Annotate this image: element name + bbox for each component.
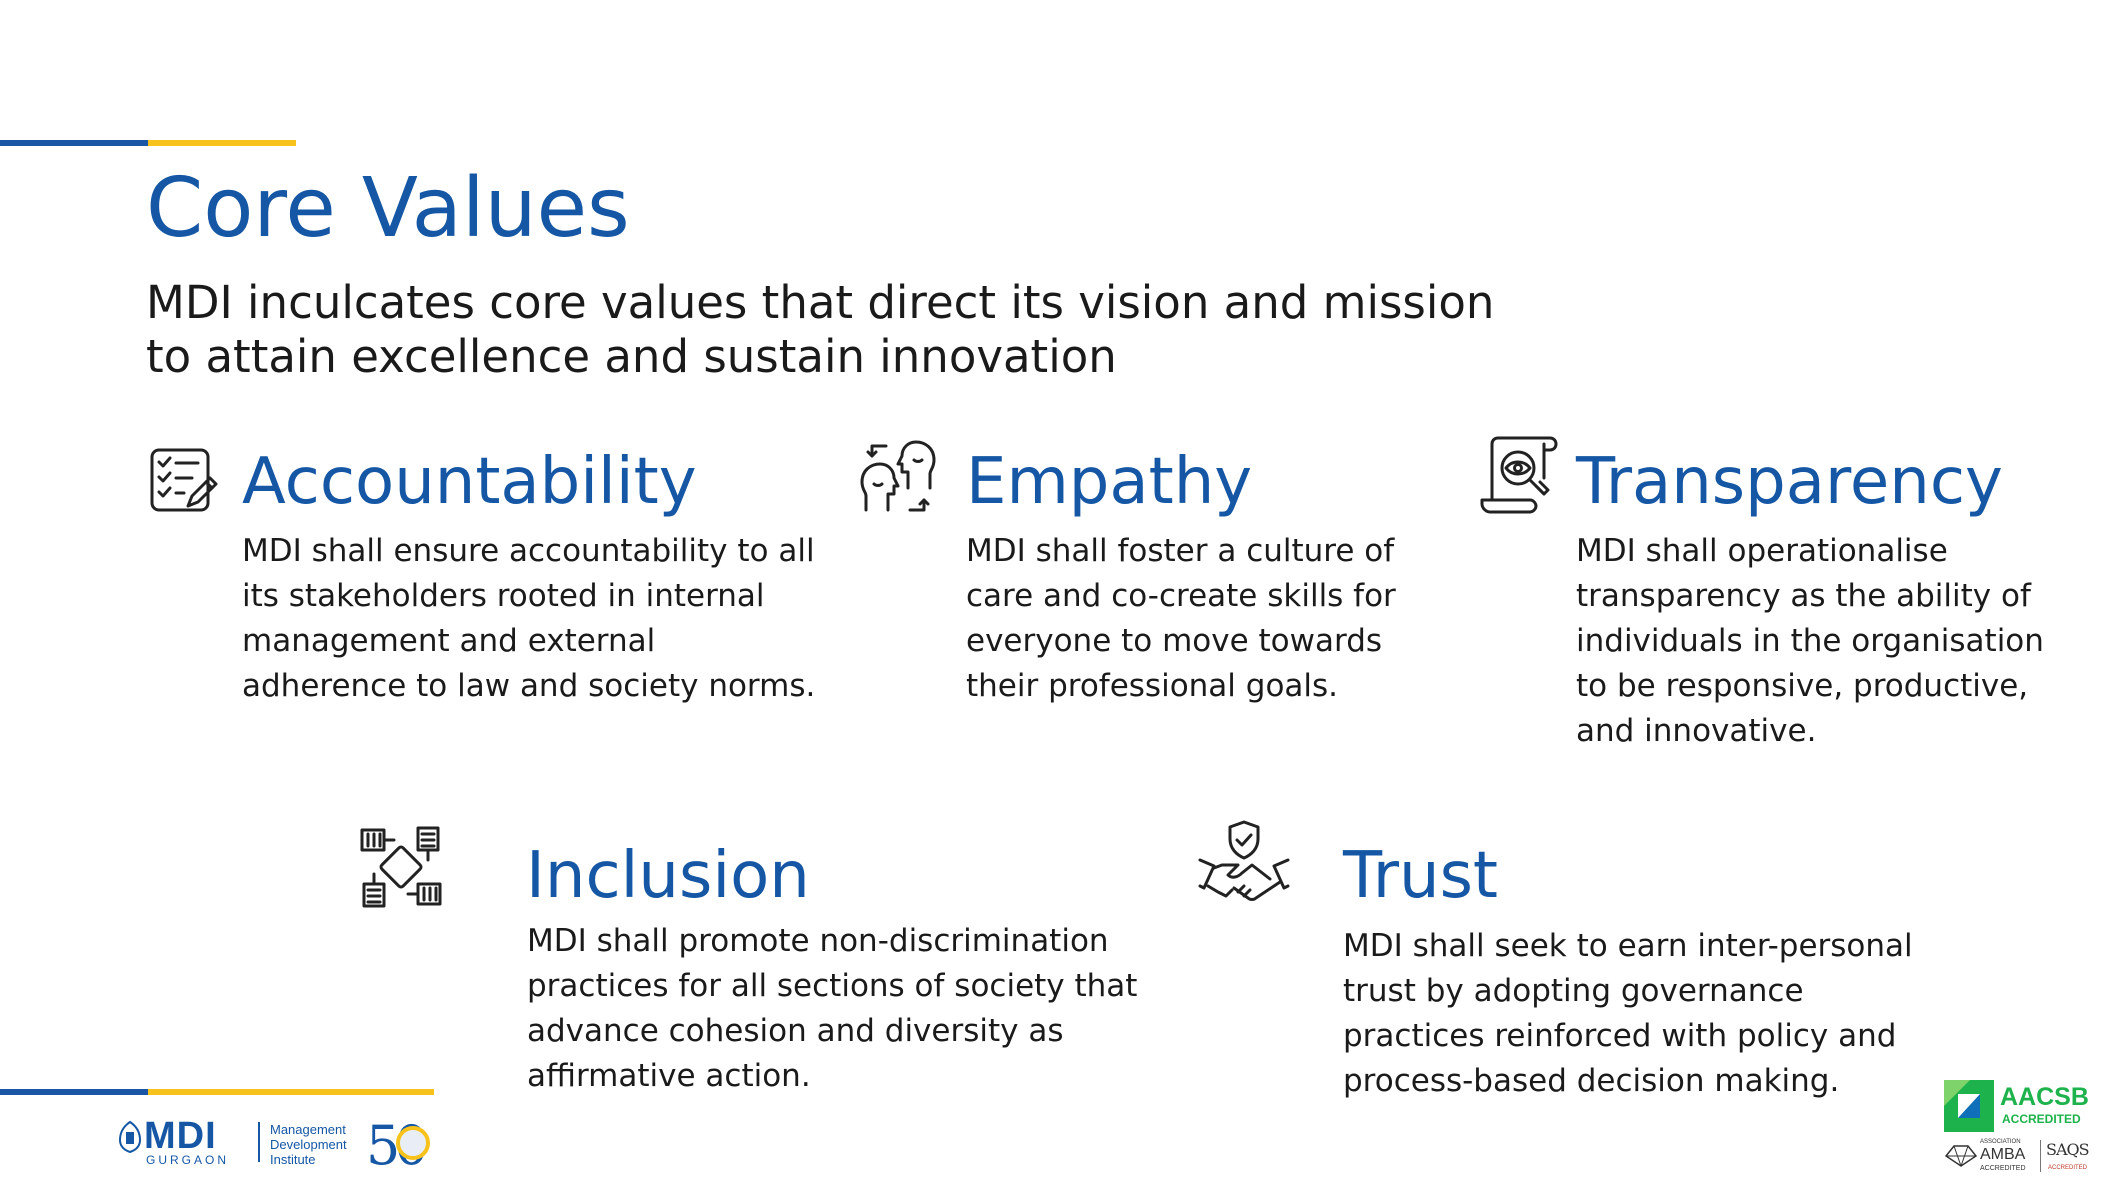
amba-association-text: ASSOCIATION xyxy=(1980,1139,2021,1145)
value-description-trust: MDI shall seek to earn inter-personal tr… xyxy=(1343,924,1913,1104)
description-line: process-based decision making. xyxy=(1343,1063,1840,1099)
aacsb-text: AACSB xyxy=(2000,1083,2089,1111)
value-description-accountability: MDI shall ensure accountability to all i… xyxy=(242,529,815,709)
mdi-logo: MDI GURGAON xyxy=(118,1115,250,1167)
description-line: advance cohesion and diversity as xyxy=(527,1013,1064,1049)
two-faces-exchange-icon xyxy=(860,440,936,516)
aacsb-accredited-text: ACCREDITED xyxy=(2002,1112,2081,1126)
description-line: practices reinforced with policy and xyxy=(1343,1018,1897,1054)
description-line: practices for all sections of society th… xyxy=(527,968,1138,1004)
aacsb-mark-icon xyxy=(1944,1080,1994,1132)
document-eye-magnifier-icon xyxy=(1478,434,1558,514)
anniversary-emblem: 50 xyxy=(366,1116,436,1184)
amba-logo: ASSOCIATION AMBA ACCREDITED xyxy=(1944,1138,2034,1174)
description-line: care and co-create skills for xyxy=(966,578,1396,614)
mdi-logo-subtext: GURGAON xyxy=(146,1153,230,1167)
bottom-accent-bar-yellow xyxy=(148,1089,434,1095)
mdi-emblem-icon xyxy=(118,1120,142,1154)
top-accent-bar-blue xyxy=(0,140,148,146)
value-title-trust: Trust xyxy=(1343,839,1498,913)
amba-accredited-text: ACCREDITED xyxy=(1980,1165,2026,1172)
value-description-inclusion: MDI shall promote non-discrimination pra… xyxy=(527,919,1137,1099)
handshake-shield-icon xyxy=(1198,818,1290,910)
description-line: transparency as the ability of xyxy=(1576,578,2031,614)
description-line: MDI shall promote non-discrimination xyxy=(527,923,1109,959)
description-line: affirmative action. xyxy=(527,1058,811,1094)
page-title: Core Values xyxy=(146,161,630,256)
description-line: their professional goals. xyxy=(966,668,1339,704)
value-title-accountability: Accountability xyxy=(242,445,697,519)
institute-name: Management Development Institute xyxy=(270,1122,347,1167)
institute-name-line: Development xyxy=(270,1137,347,1152)
value-description-transparency: MDI shall operationalise transparency as… xyxy=(1576,529,2044,754)
description-line: individuals in the organisation xyxy=(1576,623,2044,659)
description-line: its stakeholders rooted in internal xyxy=(242,578,765,614)
description-line: MDI shall operationalise xyxy=(1576,533,1948,569)
amba-diamond-icon xyxy=(1944,1145,1978,1167)
aacsb-logo: AACSB ACCREDITED xyxy=(1944,1080,2094,1132)
description-line: to be responsive, productive, xyxy=(1576,668,2029,704)
saqs-accredited-text: ACCREDITED xyxy=(2048,1165,2088,1171)
institute-name-line: Institute xyxy=(270,1152,316,1167)
description-line: MDI shall ensure accountability to all xyxy=(242,533,815,569)
institute-name-line: Management xyxy=(270,1122,346,1137)
amba-text: AMBA xyxy=(1980,1146,2026,1163)
value-title-transparency: Transparency xyxy=(1576,445,2003,519)
mdi-logo-text: MDI xyxy=(144,1115,217,1157)
saqs-text: SAQS xyxy=(2046,1140,2090,1159)
value-title-inclusion: Inclusion xyxy=(526,839,810,913)
anniversary-seal-icon xyxy=(396,1126,430,1160)
value-title-empathy: Empathy xyxy=(966,445,1253,519)
description-line: MDI shall seek to earn inter-personal xyxy=(1343,928,1913,964)
page-subtitle: MDI inculcates core values that direct i… xyxy=(146,276,1646,384)
logo-divider xyxy=(258,1122,260,1162)
description-line: everyone to move towards xyxy=(966,623,1383,659)
subtitle-line: MDI inculcates core values that direct i… xyxy=(146,276,1495,329)
saqs-logo: SAQS ACCREDITED xyxy=(2046,1138,2096,1174)
joined-hands-icon xyxy=(358,824,444,910)
checklist-pencil-icon xyxy=(148,446,218,516)
accreditation-divider xyxy=(2040,1140,2041,1172)
subtitle-line: to attain excellence and sustain innovat… xyxy=(146,330,1117,383)
bottom-accent-bar-blue xyxy=(0,1089,148,1095)
description-line: and innovative. xyxy=(1576,713,1817,749)
top-accent-bar-yellow xyxy=(148,140,296,146)
description-line: MDI shall foster a culture of xyxy=(966,533,1395,569)
description-line: adherence to law and society norms. xyxy=(242,668,816,704)
value-description-empathy: MDI shall foster a culture of care and c… xyxy=(966,529,1396,709)
description-line: management and external xyxy=(242,623,656,659)
description-line: trust by adopting governance xyxy=(1343,973,1804,1009)
